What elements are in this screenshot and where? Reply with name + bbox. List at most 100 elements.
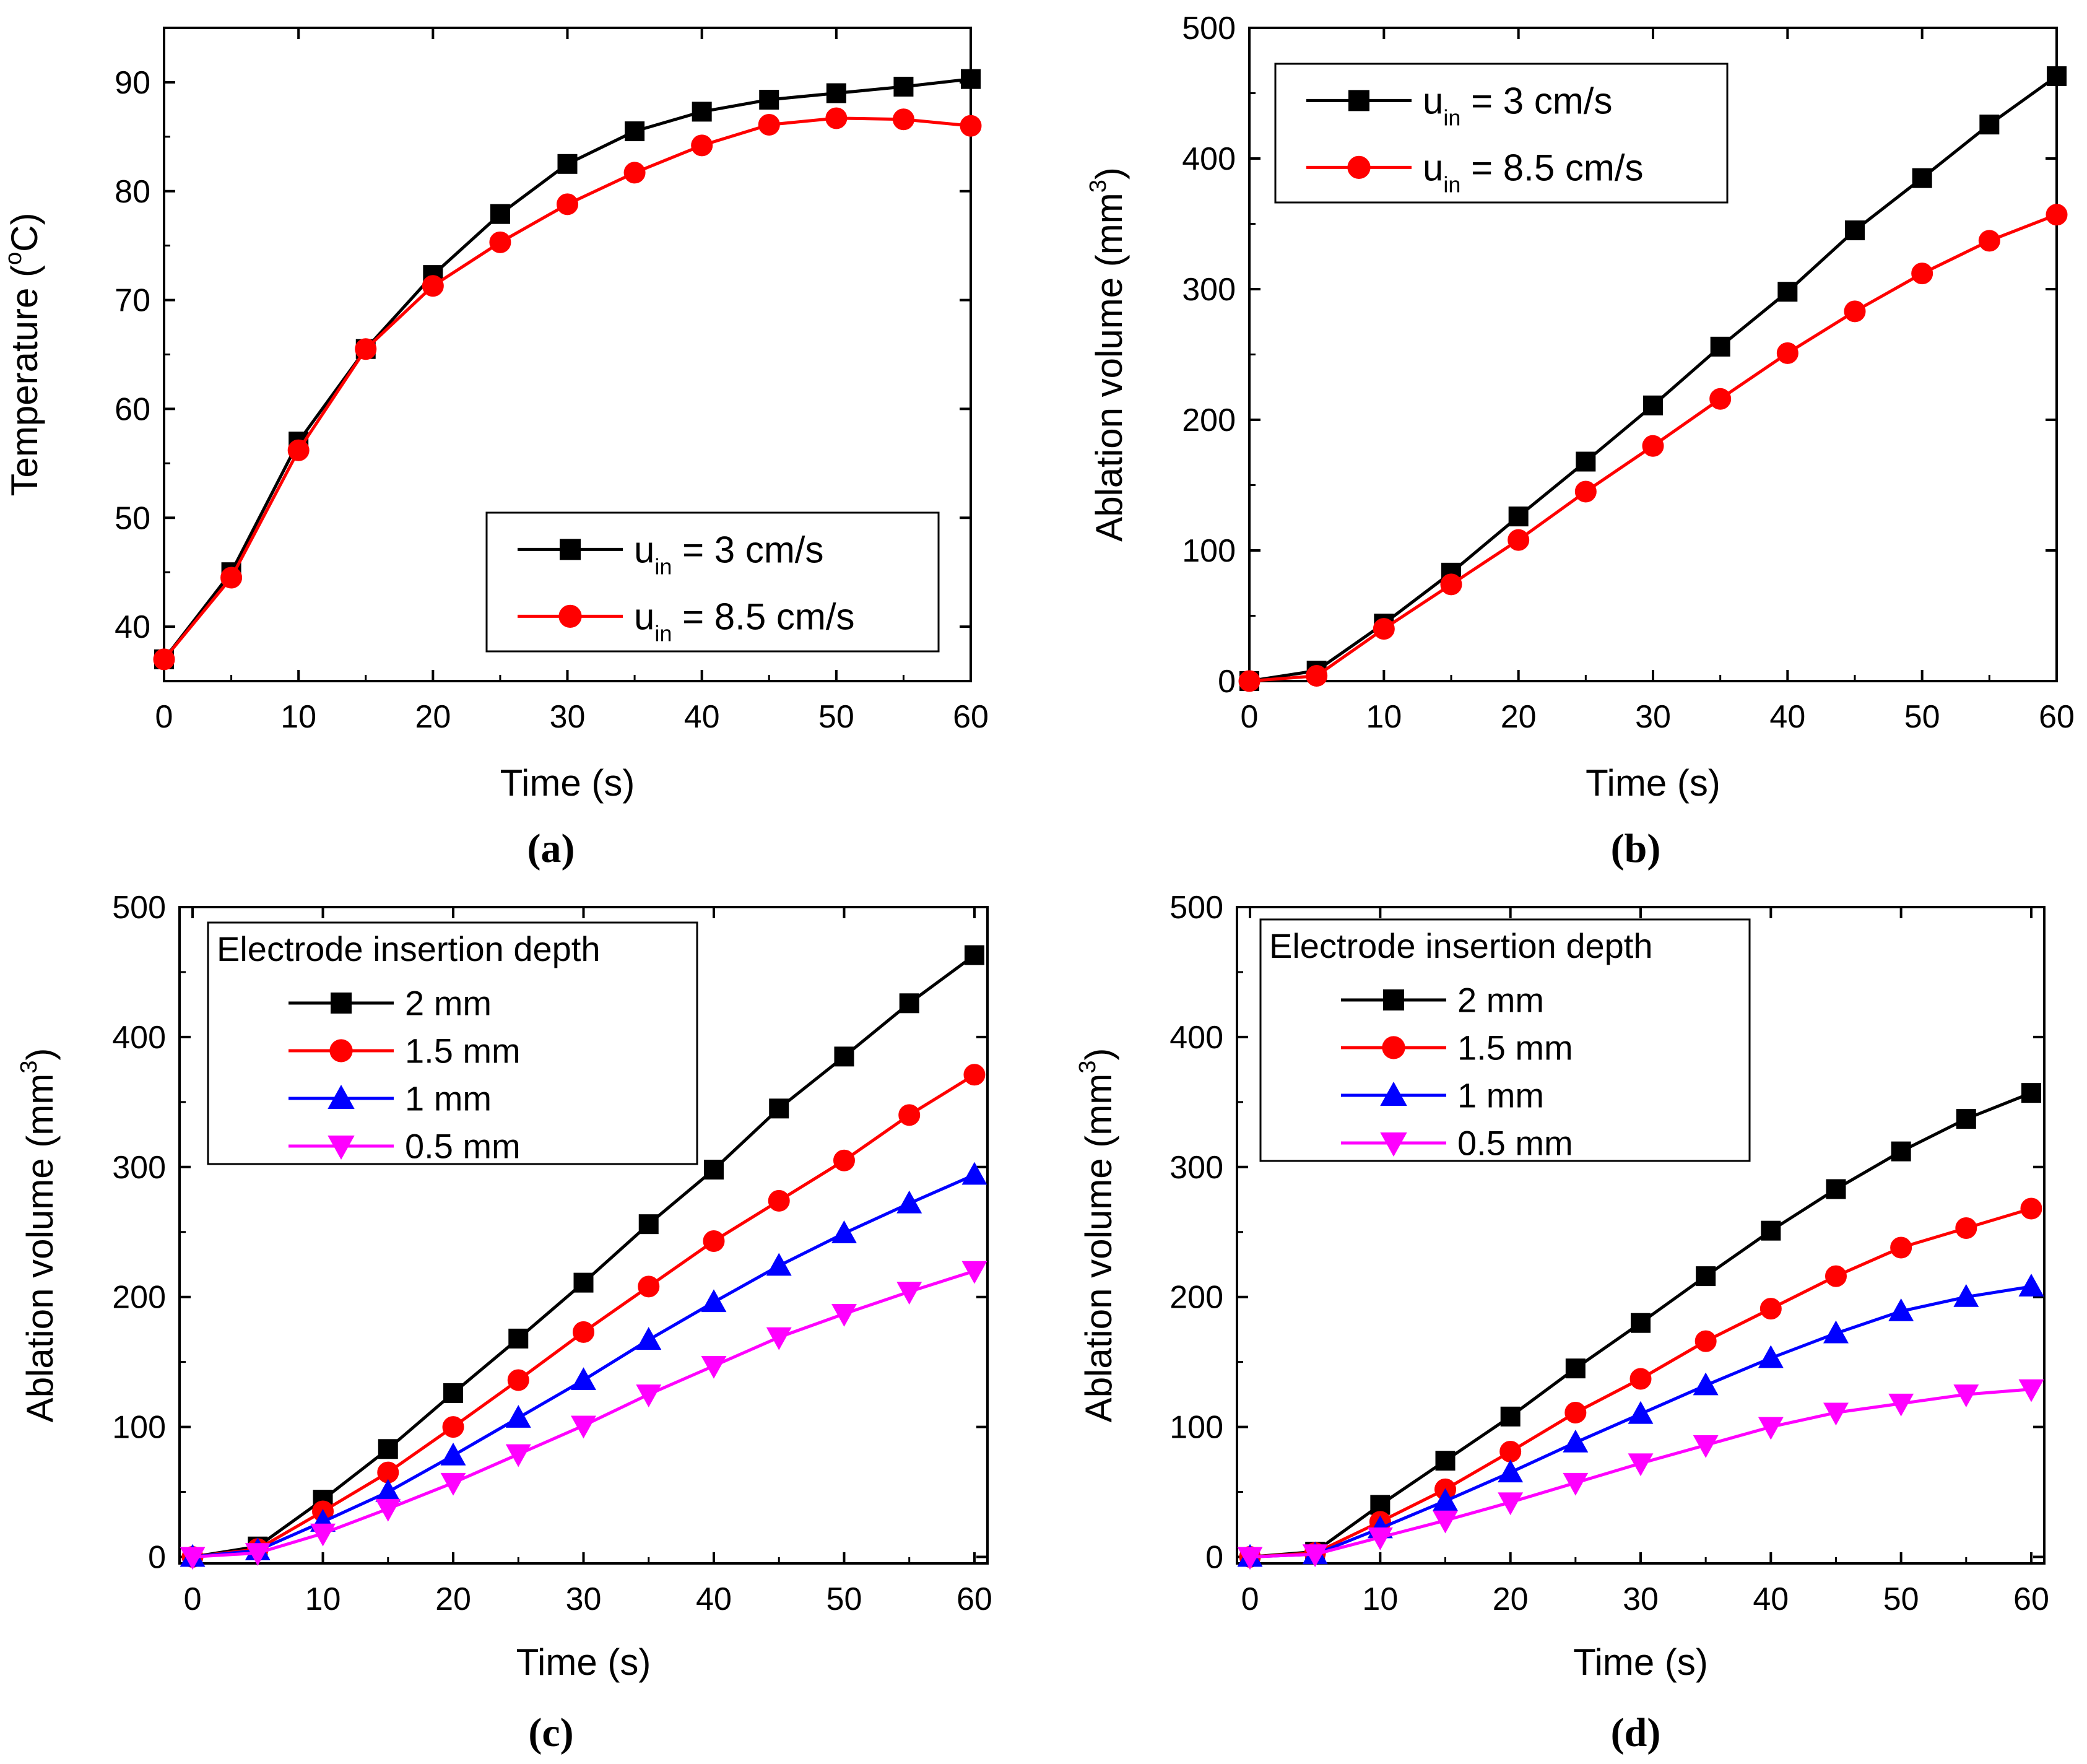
data-point xyxy=(505,1444,531,1467)
series-1 xyxy=(1239,1197,2042,1568)
x-tick-label: 10 xyxy=(1366,699,1402,735)
legend-label-3: 0.5 mm xyxy=(405,1127,521,1166)
y-tick-label: 300 xyxy=(1169,1150,1223,1186)
data-point xyxy=(1693,1372,1719,1396)
data-point xyxy=(310,1523,336,1547)
data-point xyxy=(1435,1451,1456,1471)
x-tick-label: 50 xyxy=(827,1581,862,1617)
chart-d: 0 10 20 30 40 50 60 0 100 200 300 400 500 Time (s) Abl… xyxy=(1075,890,2049,1755)
data-point xyxy=(1508,529,1530,551)
data-point xyxy=(1777,282,1798,302)
data-point xyxy=(443,1383,464,1404)
data-point xyxy=(375,1479,401,1502)
series-3 xyxy=(1237,1379,2044,1570)
data-point xyxy=(557,154,578,174)
data-point xyxy=(1709,388,1732,410)
y-axis-label: Ablation volume (mm3) xyxy=(16,1048,61,1423)
data-point xyxy=(440,1472,466,1496)
data-point xyxy=(896,1282,922,1305)
legend: Electrode insertion depth 2 mm 1.5 mm 1 mm 0… xyxy=(207,921,698,1166)
y-tick-label: 400 xyxy=(112,1020,166,1056)
x-tick-label: 40 xyxy=(1753,1581,1789,1617)
data-point xyxy=(505,1405,531,1428)
data-point xyxy=(1498,1459,1524,1483)
y-tick-label: 400 xyxy=(1182,141,1236,177)
x-tick-label: 10 xyxy=(305,1581,341,1617)
data-point xyxy=(638,1214,659,1235)
legend-title: Electrode insertion depth xyxy=(1269,926,1653,965)
data-point xyxy=(766,1253,792,1276)
x-tick-label: 10 xyxy=(280,699,316,735)
data-point xyxy=(826,83,846,103)
legend-marker xyxy=(560,539,581,560)
data-point xyxy=(1643,395,1663,415)
data-point xyxy=(1302,1544,1328,1568)
data-point xyxy=(1500,1406,1521,1427)
data-point xyxy=(1823,1402,1849,1426)
series-3 xyxy=(180,1261,987,1570)
panel-label: (a) xyxy=(527,826,575,871)
legend-box xyxy=(1259,918,1751,1162)
data-point xyxy=(1563,1429,1589,1453)
y-tick-label: 200 xyxy=(1169,1280,1223,1316)
data-point xyxy=(896,1190,922,1214)
x-tick-label: 50 xyxy=(818,699,854,735)
y-tick-label: 500 xyxy=(1182,11,1236,46)
data-point xyxy=(825,107,848,129)
legend-marker xyxy=(328,1084,355,1109)
data-point xyxy=(1696,1266,1716,1287)
legend-marker xyxy=(328,1136,355,1160)
data-point xyxy=(636,1327,662,1350)
data-point xyxy=(220,567,243,589)
data-point xyxy=(623,162,646,184)
x-tick-label: 40 xyxy=(684,699,720,735)
y-tick-label: 60 xyxy=(115,391,150,427)
data-point xyxy=(1844,300,1866,323)
x-tick-label: 30 xyxy=(1623,1581,1659,1617)
data-point xyxy=(691,134,713,157)
data-point xyxy=(1629,1368,1652,1390)
data-point xyxy=(1693,1435,1719,1458)
legend-marker xyxy=(329,1039,353,1062)
x-axis-label: Time (s) xyxy=(1573,1641,1708,1683)
legend-marker xyxy=(1382,1036,1405,1059)
data-point xyxy=(961,69,981,89)
legend-box xyxy=(1274,63,1729,204)
legend-marker xyxy=(1348,90,1369,111)
y-axis-label: Ablation volume (mm3) xyxy=(1075,1048,1119,1423)
y-tick-label: 90 xyxy=(115,65,150,101)
data-point xyxy=(1237,1547,1263,1570)
data-point xyxy=(1373,618,1395,640)
data-point xyxy=(1759,1298,1782,1320)
data-point xyxy=(375,1498,401,1522)
data-point xyxy=(1565,1358,1586,1379)
y-tick-label: 500 xyxy=(112,890,166,926)
data-point xyxy=(636,1384,662,1407)
legend-label-0: 2 mm xyxy=(405,984,492,1023)
data-point xyxy=(571,1415,596,1439)
data-point xyxy=(1694,1330,1717,1352)
y-tick-label: 0 xyxy=(1218,664,1236,700)
x-tick-label: 30 xyxy=(1635,699,1671,735)
y-tick-label: 80 xyxy=(115,174,150,210)
legend-label-1: uin = 8.5 cm/s xyxy=(634,596,855,646)
data-point xyxy=(1433,1488,1458,1511)
data-point xyxy=(1306,665,1328,687)
data-point xyxy=(1888,1393,1914,1417)
y-tick-label: 100 xyxy=(1169,1410,1223,1446)
legend-marker xyxy=(1380,1081,1407,1106)
panel-label: (c) xyxy=(528,1710,573,1755)
x-tick-label: 20 xyxy=(415,699,451,735)
data-point xyxy=(898,1104,921,1126)
y-tick-label: 200 xyxy=(112,1280,166,1316)
data-point xyxy=(2047,66,2067,87)
data-point xyxy=(571,1367,596,1391)
x-axis-label: Time (s) xyxy=(516,1641,651,1683)
data-point xyxy=(1758,1345,1784,1368)
legend-label-0: 2 mm xyxy=(1457,981,1544,1020)
data-point xyxy=(153,648,175,671)
series-line xyxy=(192,1269,975,1558)
data-point xyxy=(758,113,780,136)
y-axis-label: Temperature (oC) xyxy=(1,213,45,497)
data-point xyxy=(892,108,914,131)
